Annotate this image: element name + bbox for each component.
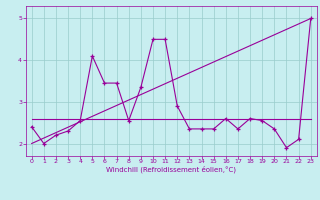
X-axis label: Windchill (Refroidissement éolien,°C): Windchill (Refroidissement éolien,°C) <box>106 166 236 173</box>
